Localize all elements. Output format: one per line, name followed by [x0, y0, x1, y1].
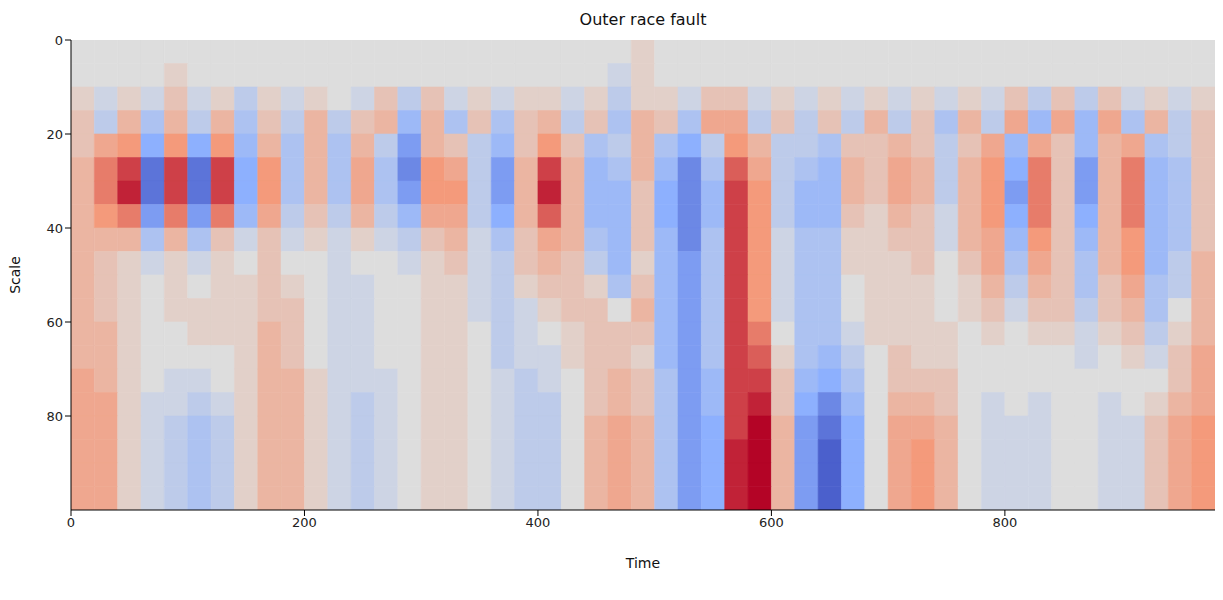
svg-text:600: 600 — [759, 515, 784, 530]
svg-text:60: 60 — [46, 315, 63, 330]
svg-text:200: 200 — [292, 515, 317, 530]
svg-text:40: 40 — [46, 221, 63, 236]
svg-text:800: 800 — [992, 515, 1017, 530]
svg-text:80: 80 — [46, 409, 63, 424]
svg-text:0: 0 — [67, 515, 75, 530]
svg-text:Scale: Scale — [7, 256, 23, 294]
svg-text:0: 0 — [55, 33, 63, 48]
svg-text:Time: Time — [625, 555, 660, 571]
html-text:Outer race fault: Outer race fault — [579, 10, 707, 29]
svg-text:400: 400 — [526, 515, 551, 530]
svg-text:20: 20 — [46, 127, 63, 142]
